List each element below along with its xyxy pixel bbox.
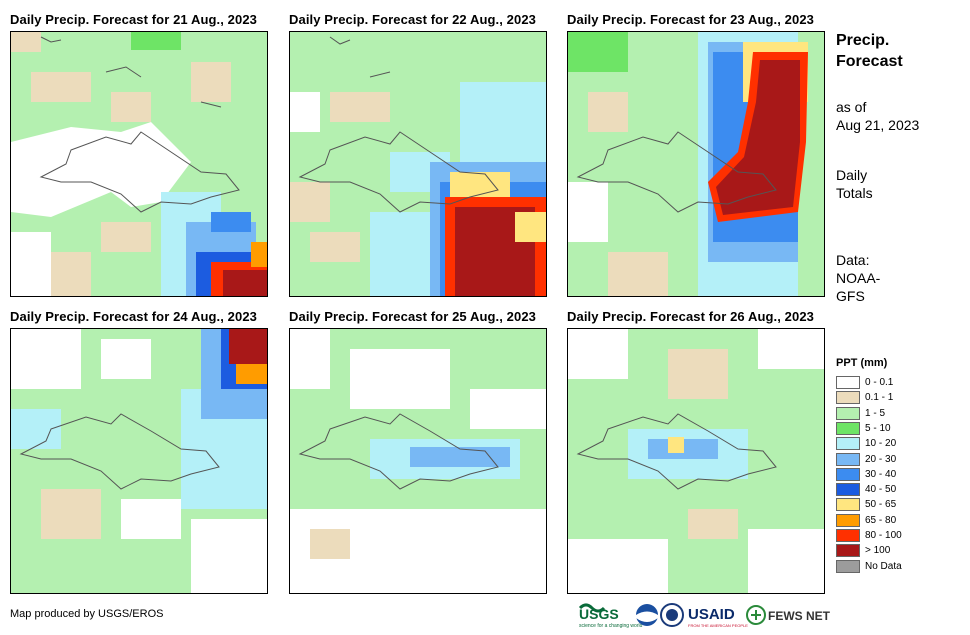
legend-label: 65 - 80 bbox=[865, 514, 897, 526]
legend-label: 30 - 40 bbox=[865, 468, 897, 480]
legend-label: 80 - 100 bbox=[865, 530, 902, 541]
map-panel-aug21 bbox=[10, 31, 268, 297]
precip-map-aug26 bbox=[568, 329, 824, 593]
legend-label: 20 - 30 bbox=[865, 453, 897, 465]
legend-label: > 100 bbox=[865, 545, 891, 557]
legend-swatch bbox=[836, 467, 860, 481]
panel-title-aug21: Daily Precip. Forecast for 21 Aug., 2023 bbox=[10, 12, 258, 27]
legend-swatch bbox=[836, 391, 860, 405]
legend-label: 0 - 0.1 bbox=[865, 377, 894, 388]
legend-swatch bbox=[836, 544, 860, 558]
precip-map-aug21 bbox=[11, 32, 267, 296]
legend-swatch bbox=[836, 483, 860, 497]
daily-line1: Daily bbox=[836, 167, 868, 183]
panel-title-aug25: Daily Precip. Forecast for 25 Aug., 2023 bbox=[289, 309, 537, 324]
fews-net-text: FEWS NET bbox=[768, 609, 831, 623]
side-title: Precip. Forecast bbox=[836, 30, 903, 72]
legend-title: PPT (mm) bbox=[836, 357, 888, 369]
usgs-logo: USGS science for a changing world bbox=[578, 603, 643, 629]
map-panel-aug22 bbox=[289, 31, 547, 297]
usgs-tagline: science for a changing world bbox=[579, 623, 643, 629]
precip-map-aug24 bbox=[11, 329, 267, 593]
panel-title-aug23: Daily Precip. Forecast for 23 Aug., 2023 bbox=[567, 12, 815, 27]
map-panel-aug23 bbox=[567, 31, 825, 297]
legend-swatch bbox=[836, 452, 860, 466]
noaa-logo bbox=[636, 604, 658, 626]
legend-swatch bbox=[836, 529, 860, 542]
daily-totals-text: Daily Totals bbox=[836, 166, 873, 202]
panel-title-aug26: Daily Precip. Forecast for 26 Aug., 2023 bbox=[567, 309, 815, 324]
legend-swatch bbox=[836, 406, 860, 420]
usaid-logo: USAID FROM THE AMERICAN PEOPLE bbox=[688, 606, 748, 628]
precip-map-aug25 bbox=[290, 329, 546, 593]
daily-line2: Totals bbox=[836, 185, 873, 201]
data-line1: Data: bbox=[836, 252, 870, 268]
as-of-text: as of Aug 21, 2023 bbox=[836, 98, 919, 134]
map-panel-aug25 bbox=[289, 328, 547, 594]
legend-swatch bbox=[836, 437, 860, 451]
panel-title-aug22: Daily Precip. Forecast for 22 Aug., 2023 bbox=[289, 12, 537, 27]
legend-label: 10 - 20 bbox=[865, 438, 897, 450]
usgs-text: USGS bbox=[579, 606, 619, 622]
panel-title-aug24: Daily Precip. Forecast for 24 Aug., 2023 bbox=[10, 309, 258, 324]
usaid-tagline: FROM THE AMERICAN PEOPLE bbox=[688, 623, 748, 628]
data-line3: GFS bbox=[836, 288, 865, 304]
side-title-line1: Precip. bbox=[836, 32, 890, 49]
map-panel-aug24 bbox=[10, 328, 268, 594]
precip-map-aug22 bbox=[290, 32, 546, 296]
legend-label: 50 - 65 bbox=[865, 499, 897, 511]
precip-map-aug23 bbox=[568, 32, 824, 296]
as-of-line2: Aug 21, 2023 bbox=[836, 117, 920, 133]
legend-label: 1 - 5 bbox=[865, 407, 886, 419]
legend-label: No Data bbox=[865, 560, 902, 572]
legend-label: 5 - 10 bbox=[865, 422, 891, 434]
data-line2: NOAA- bbox=[836, 270, 881, 286]
legend-swatch bbox=[836, 513, 860, 527]
legend-label: 40 - 50 bbox=[865, 484, 897, 496]
legend-label: 0.1 - 1 bbox=[865, 392, 894, 404]
data-source-text: Data: NOAA- GFS bbox=[836, 251, 880, 305]
legend-swatch bbox=[836, 498, 860, 512]
doc-seal-logo bbox=[660, 603, 684, 627]
legend-swatch bbox=[836, 421, 860, 435]
as-of-line1: as of bbox=[836, 99, 867, 115]
side-title-line2: Forecast bbox=[836, 53, 903, 70]
map-panel-aug26 bbox=[567, 328, 825, 594]
agency-logos: USGS science for a changing world USAID … bbox=[578, 603, 831, 629]
fews-net-logo: FEWS NET bbox=[746, 605, 831, 625]
legend-swatch bbox=[836, 559, 860, 573]
credit-text: Map produced by USGS/EROS bbox=[10, 608, 164, 620]
legend-swatch bbox=[836, 376, 860, 389]
usaid-text: USAID bbox=[688, 606, 735, 623]
